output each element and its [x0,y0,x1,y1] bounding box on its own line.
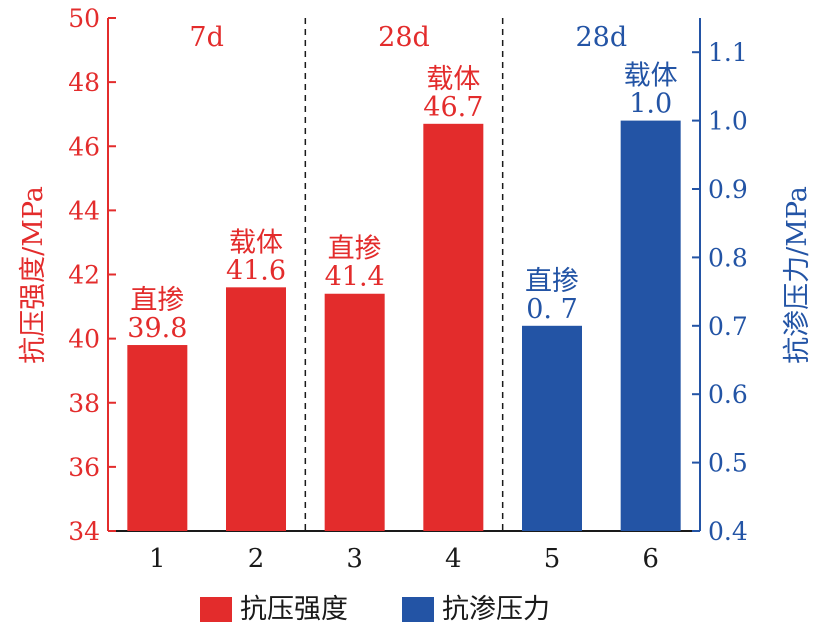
group-label: 28d [576,22,628,53]
left-tick-label: 42 [68,261,100,290]
right-tick-label: 0.5 [708,449,748,478]
bar-value-label: 39.8 [127,313,187,344]
bar-tag-label: 直掺 [328,234,382,265]
x-tick-label: 5 [544,544,561,574]
axes-group: 3436384042444648500.40.50.60.70.80.91.01… [68,4,748,574]
bar-tag-label: 直掺 [130,285,184,316]
bar-2 [226,287,286,531]
bar-3 [324,293,385,531]
legend-swatch-compressive [200,597,232,622]
bar-5 [522,325,582,531]
bar-1 [127,345,188,531]
bar-4 [423,123,484,532]
bar-value-label: 46.7 [423,92,483,123]
right-tick-label: 0.7 [708,312,748,341]
left-tick-label: 48 [68,68,100,97]
left-tick-label: 38 [68,389,100,418]
bar-value-label: 41.6 [226,255,286,286]
bar-tag-label: 载体 [624,61,678,92]
legend-label-impermeability: 抗渗压力 [442,594,550,625]
bar-value-label: 1.0 [629,89,672,120]
x-tick-label: 1 [149,544,166,574]
left-tick-label: 44 [68,196,100,225]
bar-tag-label: 直掺 [525,266,579,297]
right-tick-label: 0.8 [708,243,748,272]
x-tick-label: 2 [248,544,265,574]
left-tick-label: 40 [68,325,100,354]
left-tick-label: 46 [68,132,100,161]
x-tick-label: 3 [346,544,363,574]
bar-6 [620,120,681,531]
right-tick-label: 1.0 [708,107,748,136]
x-tick-label: 6 [642,544,659,574]
left-tick-label: 36 [68,453,100,482]
bar-value-label: 41.4 [325,262,385,293]
left-tick-label: 50 [68,4,100,33]
left-tick-label: 34 [68,517,100,546]
left-axis-title: 抗压强度/MPa [18,186,49,364]
right-tick-label: 0.4 [708,517,748,546]
x-tick-label: 4 [445,544,462,574]
group-label: 28d [378,22,430,53]
right-axis-title: 抗渗压力/MPa [782,186,813,364]
group-label: 7d [189,22,223,53]
legend-label-compressive: 抗压强度 [240,594,348,625]
right-tick-label: 0.9 [708,175,748,204]
bars-group [127,120,681,532]
legend: 抗压强度 抗渗压力 [200,594,550,625]
bar-value-label: 0. 7 [526,294,578,325]
bar-tag-label: 载体 [426,64,480,95]
bar-tag-label: 载体 [229,227,283,258]
legend-swatch-impermeability [402,597,434,622]
right-tick-label: 1.1 [708,38,748,67]
right-tick-label: 0.6 [708,380,748,409]
